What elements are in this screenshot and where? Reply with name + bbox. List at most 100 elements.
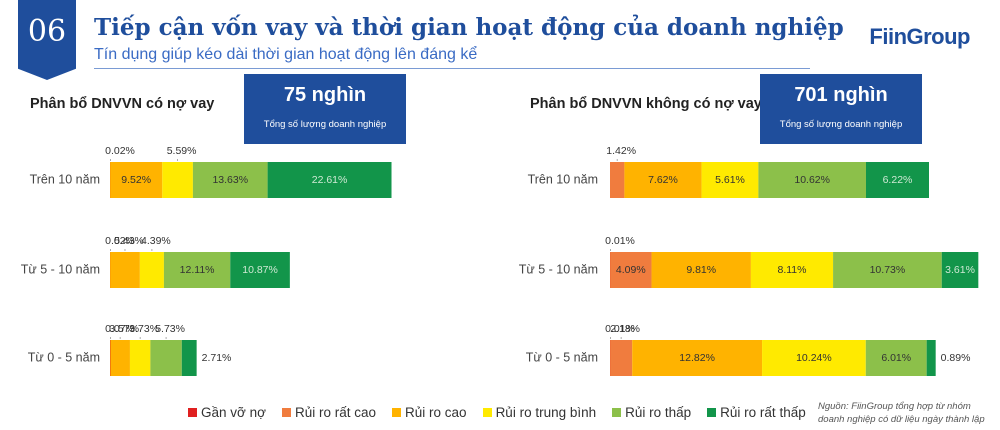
data-label: 0.07% xyxy=(105,323,135,335)
legend-swatch xyxy=(392,408,402,417)
data-label: 10.62% xyxy=(794,174,830,186)
source-line-1: Nguồn: FiinGroup tổng hợp từ nhóm xyxy=(818,401,971,412)
data-label: 10.87% xyxy=(242,264,278,276)
bar-segment-very-high-risk xyxy=(610,162,625,198)
data-label: 2.71% xyxy=(202,352,232,364)
bar-segment-medium-risk xyxy=(139,252,164,288)
section-number-badge: 06 xyxy=(18,0,76,80)
bar-segment-very-high-risk xyxy=(610,340,633,376)
bar-segment-high-risk xyxy=(110,162,163,198)
data-label: 6.22% xyxy=(883,174,913,186)
bar-segment-very-low-risk xyxy=(941,252,979,288)
legend-label: Gần vỡ nợ xyxy=(201,405,266,420)
legend-swatch xyxy=(482,408,492,417)
legend-swatch xyxy=(281,408,291,417)
legend-swatch xyxy=(612,408,622,417)
fiingroup-logo: FiinGroup xyxy=(869,24,970,49)
bar-segment-very-low-risk xyxy=(267,162,392,198)
section-number: 06 xyxy=(27,14,67,49)
legend-swatch xyxy=(188,408,197,417)
category-label: Từ 5 - 10 năm xyxy=(519,262,598,276)
legend-item-high-risk: Rủi ro cao xyxy=(392,405,467,420)
data-label: 0.02% xyxy=(105,145,135,157)
bar-segment-low-risk xyxy=(758,162,866,198)
bar-segment-very-low-risk xyxy=(181,340,197,376)
legend-swatch xyxy=(707,408,717,417)
title-divider xyxy=(94,68,810,69)
data-label: 5.73% xyxy=(155,323,185,335)
right-kpi-value: 701 nghìn xyxy=(794,84,888,106)
data-label: 3.57% xyxy=(109,323,139,335)
data-label: 12.82% xyxy=(679,352,715,364)
left-kpi-value: 75 nghìn xyxy=(283,84,367,106)
category-label: Trên 10 năm xyxy=(30,172,100,186)
data-label: 7.62% xyxy=(648,174,678,186)
right-kpi-box: 701 nghìn Tổng số lượng doanh nghiệp xyxy=(760,74,922,144)
bar-segment-high-risk xyxy=(110,340,130,376)
left-chart-title: Phân bổ DNVVN có nợ vay xyxy=(30,96,215,112)
bar-segment-medium-risk xyxy=(701,162,759,198)
right-kpi-label: Tổng số lượng doanh nghiệp xyxy=(779,119,903,130)
right-chart-title: Phân bổ DNVVN không có nợ vay xyxy=(530,96,762,112)
bar-segment-very-low-risk xyxy=(865,162,929,198)
data-label: 8.11% xyxy=(777,264,806,276)
data-label: 13.63% xyxy=(212,174,248,186)
legend-label: Rủi ro rất thấp xyxy=(720,405,806,420)
bar-segment-high-risk xyxy=(110,252,140,288)
legend-label: Rủi ro thấp xyxy=(625,405,692,420)
category-label: Từ 0 - 5 năm xyxy=(526,350,598,364)
source-note: Nguồn: FiinGroup tổng hợp từ nhóm doanh … xyxy=(818,400,985,426)
bar-segment-low-risk xyxy=(865,340,927,376)
data-label: 22.61% xyxy=(312,174,348,186)
legend-item-very-high-risk: Rủi ro rất cao xyxy=(281,405,377,420)
bar-segment-medium-risk xyxy=(762,340,866,376)
data-label: 0.01% xyxy=(605,323,635,335)
data-label: 0.01% xyxy=(605,235,635,247)
data-label: 3.73% xyxy=(129,323,159,335)
bar-segment-low-risk xyxy=(163,252,231,288)
legend-label: Rủi ro cao xyxy=(405,405,467,420)
bar-segment-high-risk xyxy=(632,340,763,376)
data-label: 9.81% xyxy=(686,264,716,276)
data-label: 3.61% xyxy=(945,264,975,276)
category-label: Từ 5 - 10 năm xyxy=(21,262,100,276)
source-line-2: doanh nghiệp có dữ liệu ngày thành lập xyxy=(818,414,985,425)
legend-item-low-risk: Rủi ro thấp xyxy=(612,405,691,420)
data-label: 10.73% xyxy=(870,264,906,276)
data-label: 9.52% xyxy=(121,174,151,186)
category-label: Từ 0 - 5 năm xyxy=(28,350,100,364)
category-label: Trên 10 năm xyxy=(528,172,598,186)
data-label: 0.89% xyxy=(941,352,971,364)
data-label: 4.39% xyxy=(141,235,171,247)
bar-segment-very-high-risk xyxy=(610,252,652,288)
data-label: 12.11% xyxy=(180,264,215,276)
data-label: 5.61% xyxy=(715,174,745,186)
data-label: 5.43% xyxy=(114,235,144,247)
bar-segment-low-risk xyxy=(192,162,268,198)
legend-item-near-default: Gần vỡ nợ xyxy=(188,405,266,420)
legend-item-medium-risk: Rủi ro trung bình xyxy=(482,405,597,420)
left-kpi-box: 75 nghìn Tổng số lượng doanh nghiệp xyxy=(244,74,406,144)
bar-segment-very-low-risk xyxy=(230,252,290,288)
bar-segment-medium-risk xyxy=(750,252,834,288)
data-label: 6.01% xyxy=(881,352,911,364)
chart-legend: Gần vỡ nợ Rủi ro rất cao Rủi ro cao Rủi … xyxy=(188,405,806,420)
legend-item-very-low-risk: Rủi ro rất thấp xyxy=(707,405,806,420)
bar-segment-low-risk xyxy=(833,252,942,288)
bar-segment-very-low-risk xyxy=(926,340,936,376)
data-label: 5.59% xyxy=(167,145,197,157)
page-title: Tiếp cận vốn vay và thời gian hoạt động … xyxy=(94,14,844,41)
legend-label: Rủi ro trung bình xyxy=(495,405,597,420)
data-label: 1.42% xyxy=(606,145,636,157)
bar-segment-medium-risk xyxy=(129,340,151,376)
data-label: 10.24% xyxy=(796,352,832,364)
left-kpi-label: Tổng số lượng doanh nghiệp xyxy=(263,119,387,130)
data-label: 4.09% xyxy=(616,264,646,276)
legend-label: Rủi ro rất cao xyxy=(294,405,377,420)
data-label: 2.18% xyxy=(610,323,640,335)
bar-segment-high-risk xyxy=(651,252,751,288)
page-subtitle: Tín dụng giúp kéo dài thời gian hoạt độn… xyxy=(94,46,478,63)
bar-segment-medium-risk xyxy=(162,162,193,198)
bar-segment-high-risk xyxy=(624,162,702,198)
